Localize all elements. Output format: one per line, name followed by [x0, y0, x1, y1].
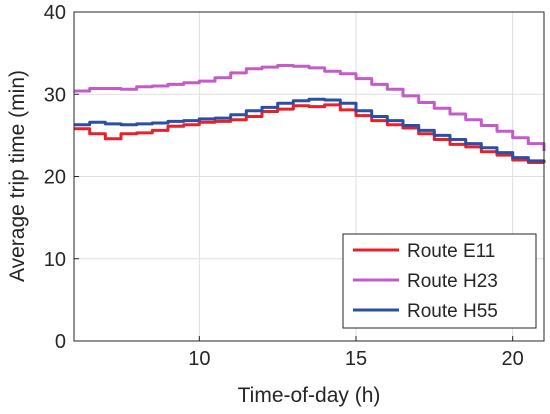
x-axis-label: Time-of-day (h) — [238, 384, 381, 407]
series-line-2 — [74, 64, 546, 151]
series-lines — [74, 64, 546, 164]
y-tick-label: 30 — [44, 84, 66, 106]
x-tick-label: 10 — [188, 348, 210, 370]
x-tick-label: 20 — [502, 348, 524, 370]
legend-label-3: Route H55 — [407, 301, 498, 322]
y-tick-label: 10 — [44, 249, 66, 271]
legend: Route E11 Route H23 Route H55 — [342, 233, 537, 329]
y-tick-label: 0 — [55, 331, 66, 353]
y-tick-label: 40 — [44, 2, 66, 24]
y-axis-label: Average trip time (min) — [6, 70, 29, 282]
legend-label-2: Route H23 — [407, 271, 498, 292]
y-axis-ticks: 0 10 20 30 40 — [44, 2, 79, 353]
x-tick-label: 15 — [345, 348, 367, 370]
x-axis-ticks: 10 15 20 — [188, 336, 524, 370]
y-tick-label: 20 — [44, 167, 66, 189]
legend-label-1: Route E11 — [407, 241, 495, 262]
series-line-1 — [74, 103, 546, 164]
series-line-3 — [74, 97, 546, 163]
